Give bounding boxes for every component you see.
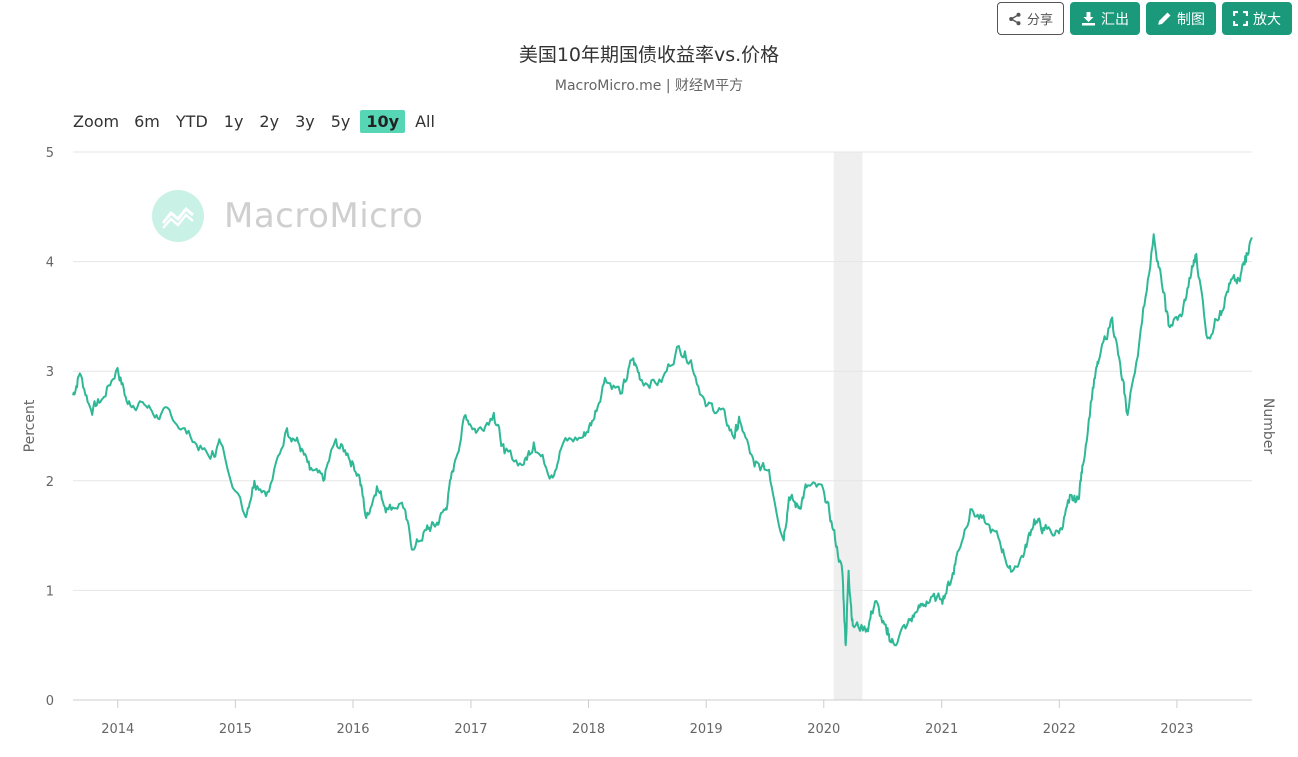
export-button[interactable]: 汇出 — [1070, 2, 1140, 35]
chart-title: 美国10年期国债收益率vs.价格 — [518, 44, 780, 66]
share-label: 分享 — [1026, 13, 1053, 28]
fullscreen-label: 放大 — [1253, 11, 1281, 28]
share-icon — [1009, 12, 1021, 25]
chart-subtitle: MacroMicro.me | 财经M平方 — [554, 78, 744, 94]
x-tick-label: 2021 — [925, 722, 958, 737]
x-tick-label: 2014 — [101, 722, 134, 737]
x-tick-label: 2016 — [336, 722, 369, 737]
expand-icon — [1233, 11, 1248, 26]
y-tick-label: 3 — [46, 365, 54, 380]
y-tick-label: 2 — [46, 475, 54, 490]
zoom-label: Zoom — [73, 112, 120, 131]
x-tick-label: 2015 — [219, 722, 252, 737]
zoom-5y-button[interactable]: 5y — [330, 112, 351, 131]
x-tick-label: 2020 — [807, 722, 840, 737]
right-axis-title: Number — [1260, 398, 1276, 454]
zoom-ytd-button[interactable]: YTD — [175, 112, 208, 131]
download-icon — [1082, 12, 1095, 26]
series-line — [72, 233, 1253, 647]
recession-band — [833, 152, 863, 700]
zoom-3y-button[interactable]: 3y — [295, 112, 315, 131]
draw-button[interactable]: 制图 — [1146, 2, 1216, 35]
toolbar: 分享 汇出 制图 放大 — [996, 2, 1292, 35]
fullscreen-button[interactable]: 放大 — [1222, 2, 1292, 35]
watermark-text: MacroMicro — [224, 196, 424, 236]
zoom-2y-button[interactable]: 2y — [259, 112, 280, 131]
zoom-10y-button[interactable]: 10y — [360, 110, 406, 133]
x-tick-label: 2018 — [572, 722, 605, 737]
zoom-range-selector: Zoom 6m YTD 1y 2y 3y 5y 10y All — [73, 110, 445, 133]
zoom-all-button[interactable]: All — [415, 112, 435, 131]
share-button[interactable]: 分享 — [996, 2, 1064, 35]
y-tick-label: 1 — [46, 584, 54, 599]
zoom-1y-button[interactable]: 1y — [223, 112, 244, 131]
y-tick-label: 0 — [46, 694, 54, 709]
x-tick-label: 2023 — [1160, 722, 1193, 737]
export-label: 汇出 — [1101, 11, 1129, 28]
zoom-6m-button[interactable]: 6m — [134, 112, 160, 131]
y-tick-label: 5 — [46, 146, 54, 161]
x-tick-label: 2019 — [690, 722, 723, 737]
pencil-icon — [1158, 12, 1171, 25]
x-tick-label: 2022 — [1043, 722, 1076, 737]
draw-label: 制图 — [1177, 11, 1205, 28]
y-tick-label: 4 — [46, 256, 54, 271]
macromicro-logo-icon — [152, 190, 204, 242]
y-axis-title: Percent — [22, 399, 38, 452]
watermark: MacroMicro — [152, 190, 423, 242]
x-tick-label: 2017 — [454, 722, 487, 737]
